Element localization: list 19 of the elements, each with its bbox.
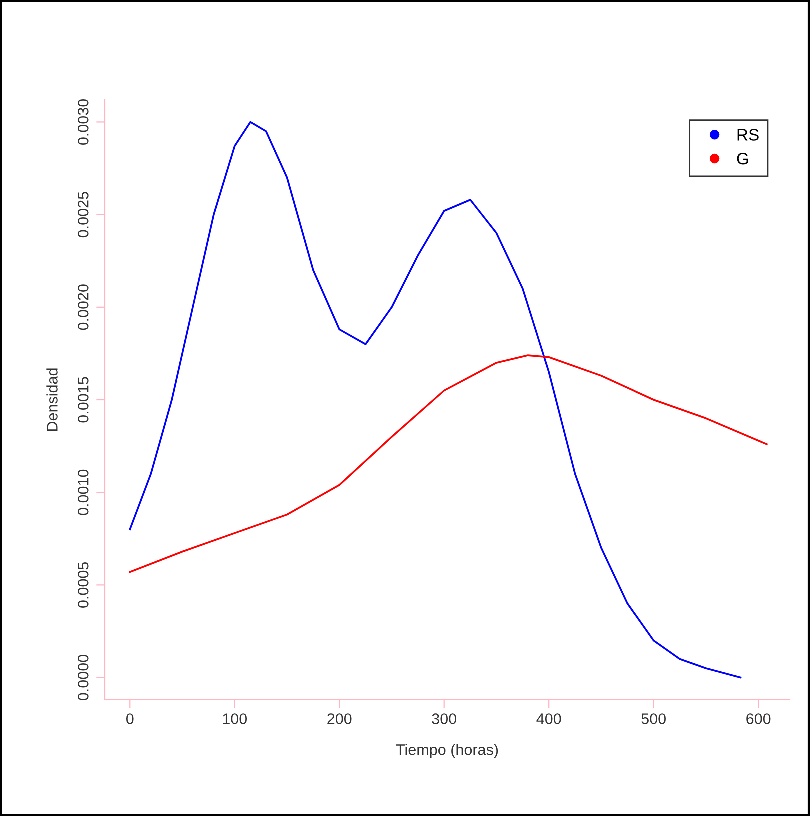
y-tick-label: 0.0030: [78, 99, 89, 145]
x-axis-title: Tiempo (horas): [396, 744, 498, 758]
x-tick-label: 600: [746, 714, 771, 724]
y-tick-label: 0.0010: [78, 470, 89, 516]
x-tick-label: 200: [328, 714, 352, 724]
x-tick-label: 0: [126, 714, 134, 724]
line-series: [129, 354, 768, 574]
legend-label: RS: [738, 129, 759, 141]
x-tick-label: 100: [223, 714, 248, 724]
y-tick-label: 0.0020: [78, 284, 89, 330]
x-tick-label: 400: [536, 714, 562, 724]
y-tick-label: 0.0000: [78, 655, 89, 701]
legend-label: G: [737, 152, 748, 165]
y-tick-label: 0.0025: [78, 192, 89, 238]
x-tick-label: 300: [432, 714, 457, 724]
y-tick-label: 0.0005: [78, 562, 89, 608]
x-tick-label: 500: [642, 714, 666, 724]
y-tick-label: 0.0015: [78, 377, 89, 423]
y-axis-title: Densidad: [46, 368, 58, 432]
